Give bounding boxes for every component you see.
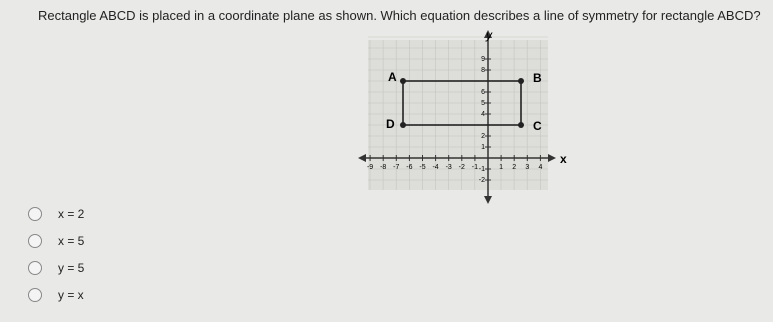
vertex-label: B [533,71,542,85]
arrow [358,154,366,162]
grid-bg [368,40,548,190]
y-tick-label: 1 [481,144,485,151]
option-text: x = 2 [58,207,85,221]
x-tick-label: -2 [459,164,465,171]
y-tick-label: 4 [481,111,485,118]
x-tick-label: -4 [432,164,438,171]
vertex [518,78,524,84]
x-tick-label: -5 [419,164,425,171]
x-tick-label: -1 [472,164,478,171]
vertex [400,122,406,128]
y-tick-label: 6 [481,89,485,96]
arrow [484,30,492,38]
y-tick-label: -1 [479,166,485,173]
question: Rectangle ABCD is placed in a coordinate… [38,8,761,23]
x-tick-label: 1 [499,164,503,171]
arrow [548,154,556,162]
x-tick-label: -3 [446,164,452,171]
option-text: y = 5 [58,261,85,275]
radio[interactable] [28,207,42,221]
option-text: y = x [58,288,84,302]
vertex-label: C [533,119,542,133]
radio[interactable] [28,234,42,248]
y-tick-label: 8 [481,67,485,74]
y-tick-label: 2 [481,133,485,140]
x-tick-label: -9 [367,164,373,171]
vertex-label: A [388,70,397,84]
y-tick-label: -2 [479,177,485,184]
vertex-label: D [386,117,395,131]
rectangle [402,80,522,126]
vertex [518,122,524,128]
x-tick-label: -8 [380,164,386,171]
x-tick-label: -7 [393,164,399,171]
option[interactable]: y = 5 [28,258,84,278]
x-axis-label: x [560,152,567,166]
x-tick-label: -6 [406,164,412,171]
option[interactable]: x = 5 [28,231,84,251]
x-tick-label: 2 [512,164,516,171]
x-tick-label: 4 [538,164,542,171]
arrow [484,196,492,204]
x-tick-label: 3 [525,164,529,171]
option[interactable]: y = x [28,285,84,305]
option[interactable]: x = 2 [28,204,84,224]
vertex [400,78,406,84]
radio[interactable] [28,261,42,275]
y-tick-label: 5 [481,100,485,107]
y-axis-label: y [485,28,493,42]
option-text: x = 5 [58,234,85,248]
y-tick-label: 9 [481,56,485,63]
radio[interactable] [28,288,42,302]
